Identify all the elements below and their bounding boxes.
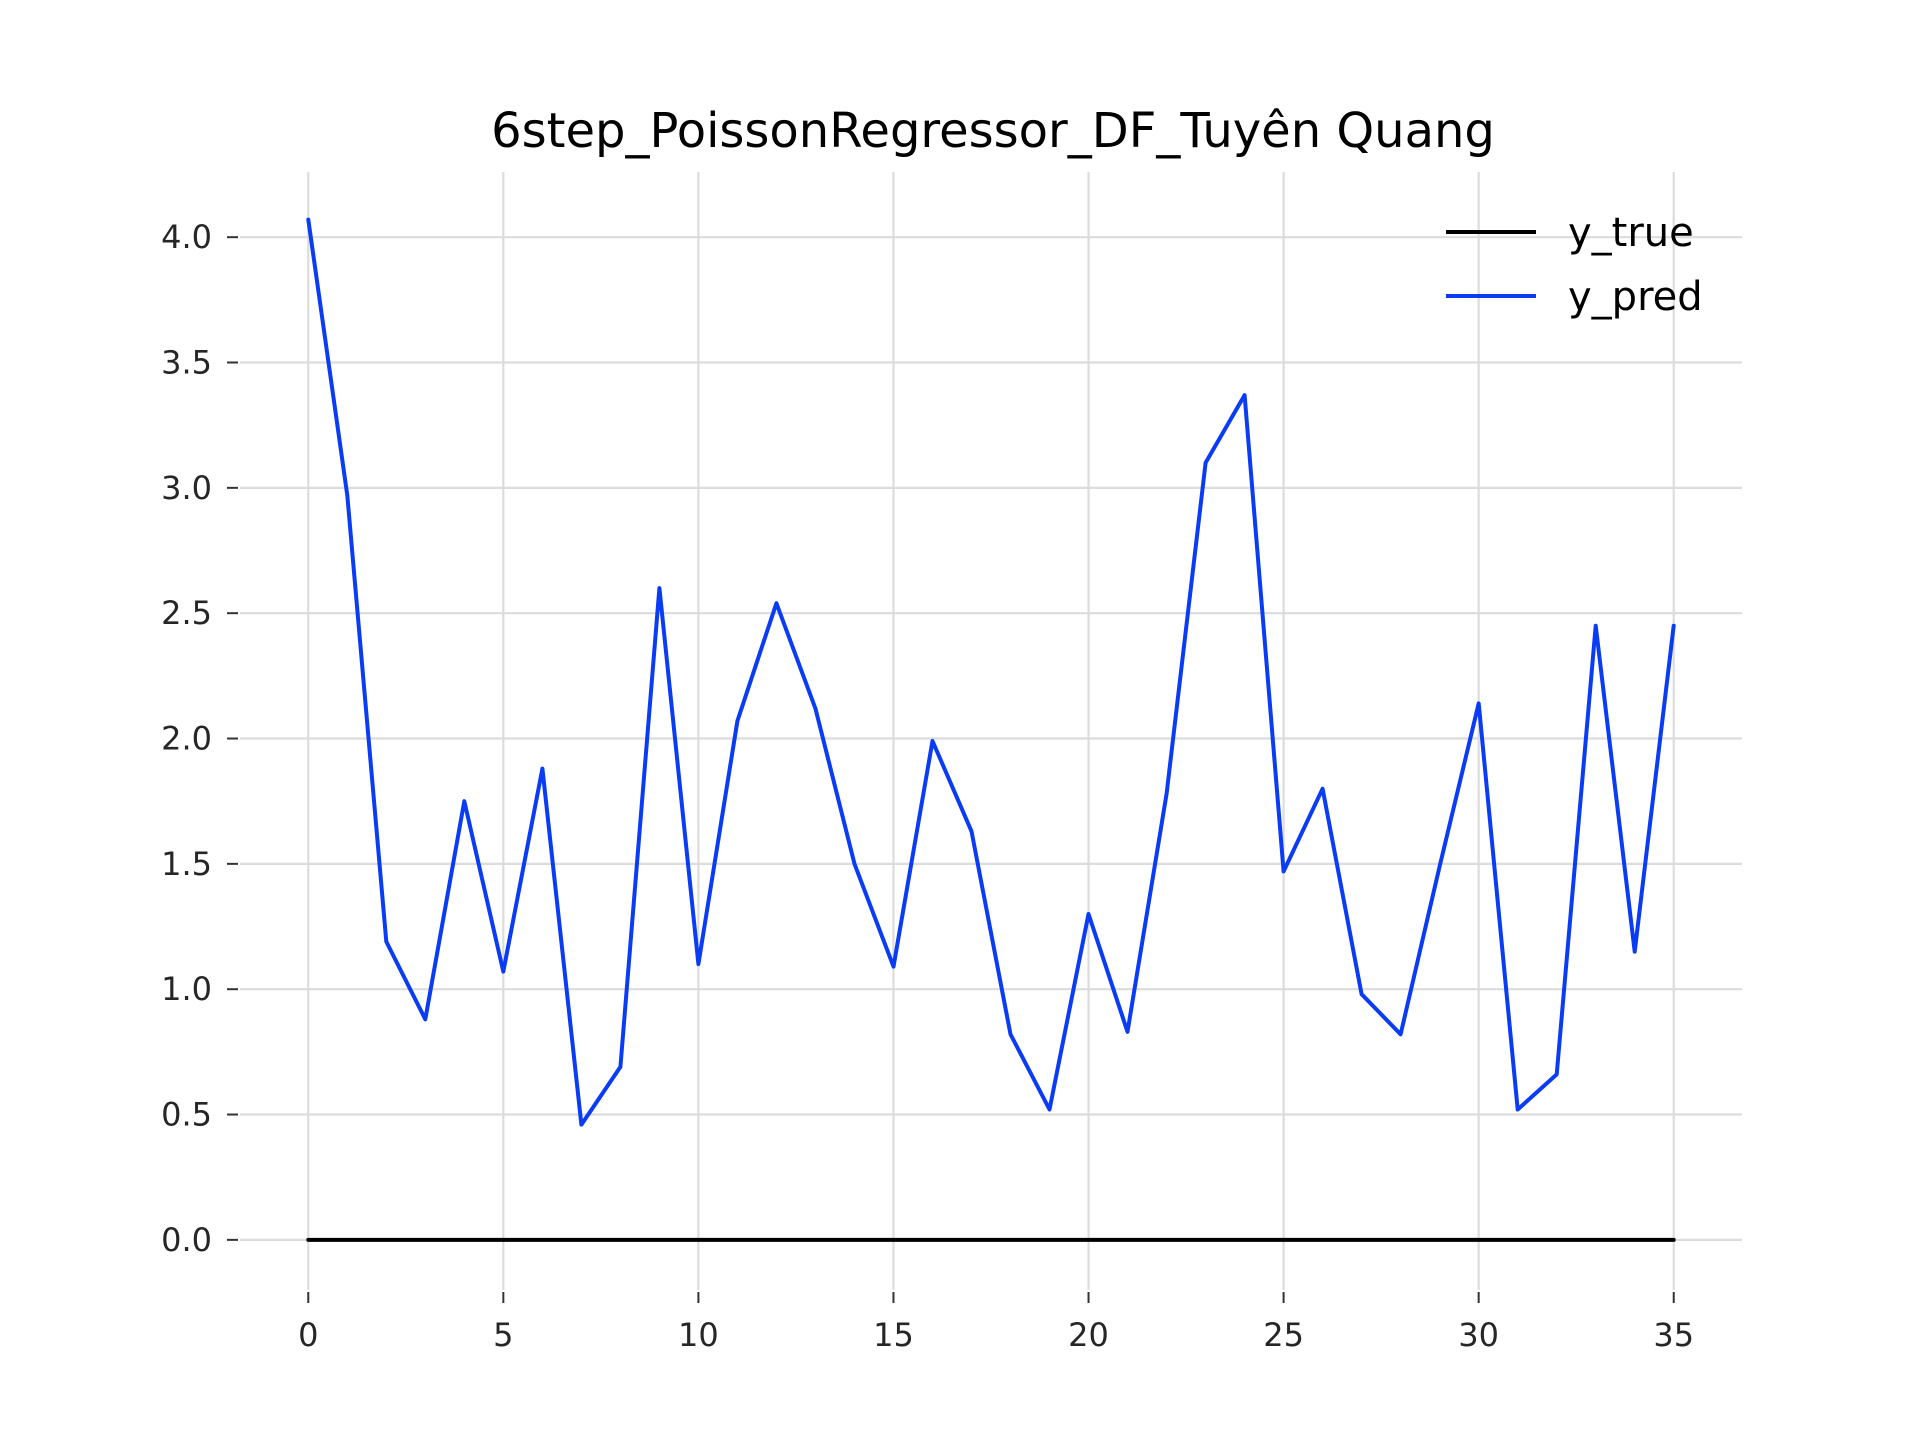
chart-title: 6step_PoissonRegressor_DF_Tuyên Quang — [491, 103, 1495, 159]
legend-label-y-true: y_true — [1568, 210, 1694, 256]
x-tick-label: 0 — [298, 1316, 318, 1354]
y-tick-label: 1.5 — [161, 845, 212, 883]
legend: y_true y_pred — [1446, 210, 1703, 320]
y-tick-label: 2.0 — [161, 720, 212, 758]
x-tick-label: 5 — [493, 1316, 513, 1354]
x-tick-label: 20 — [1068, 1316, 1109, 1354]
grid-lines — [240, 172, 1742, 1290]
x-axis: 0 5 10 15 20 25 30 35 — [298, 1292, 1694, 1354]
x-tick-label: 25 — [1263, 1316, 1304, 1354]
x-tick-label: 15 — [873, 1316, 914, 1354]
y-tick-label: 1.0 — [161, 970, 212, 1008]
y-tick-label: 4.0 — [161, 218, 212, 256]
y-tick-label: 3.0 — [161, 469, 212, 507]
y-axis: 0.0 0.5 1.0 1.5 2.0 2.5 3.0 3.5 4.0 — [161, 218, 238, 1259]
y-tick-label: 3.5 — [161, 344, 212, 382]
y-tick-label: 2.5 — [161, 594, 212, 632]
series-line-y-pred — [306, 217, 1676, 1127]
y-tick-label: 0.5 — [161, 1096, 212, 1134]
series-lines — [306, 217, 1676, 1242]
y-tick-label: 0.0 — [161, 1221, 212, 1259]
x-tick-label: 35 — [1653, 1316, 1694, 1354]
x-tick-label: 30 — [1458, 1316, 1499, 1354]
x-tick-label: 10 — [678, 1316, 719, 1354]
legend-label-y-pred: y_pred — [1568, 274, 1703, 320]
